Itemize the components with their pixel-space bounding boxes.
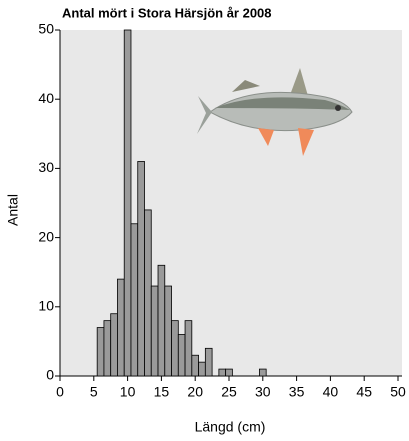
bar <box>259 369 266 376</box>
bar <box>145 210 152 376</box>
bar <box>104 321 111 376</box>
bar <box>124 30 131 376</box>
x-tick-label: 40 <box>323 384 339 400</box>
x-tick-label: 50 <box>390 384 406 400</box>
bar <box>97 328 104 376</box>
bar <box>199 362 206 376</box>
y-tick-label: 20 <box>38 228 54 244</box>
x-tick-label: 20 <box>187 384 203 400</box>
x-tick-label: 10 <box>120 384 136 400</box>
x-tick-label: 15 <box>154 384 170 400</box>
x-tick-label: 45 <box>356 384 372 400</box>
bar <box>178 334 185 376</box>
y-tick-label: 40 <box>38 90 54 106</box>
x-tick-label: 0 <box>56 384 64 400</box>
bar <box>205 348 212 376</box>
y-tick-label: 10 <box>38 298 54 314</box>
bar <box>185 321 192 376</box>
bar <box>165 286 172 376</box>
bar <box>151 286 158 376</box>
bar <box>117 279 124 376</box>
y-axis-label: Antal <box>5 194 21 226</box>
chart-title: Antal mört i Stora Härsjön år 2008 <box>62 5 272 20</box>
bar <box>172 321 179 376</box>
bar <box>131 224 138 376</box>
x-axis-label: Längd (cm) <box>195 419 266 435</box>
bar <box>219 369 226 376</box>
bar <box>192 355 199 376</box>
bar <box>111 314 118 376</box>
x-tick-label: 5 <box>90 384 98 400</box>
y-tick-label: 30 <box>38 159 54 175</box>
bar <box>158 265 165 376</box>
x-tick-label: 35 <box>289 384 305 400</box>
y-tick-label: 0 <box>46 367 54 383</box>
x-tick-label: 30 <box>255 384 271 400</box>
bar <box>138 161 145 376</box>
chart: Antal mört i Stora Härsjön år 2008 Längd… <box>0 0 409 441</box>
y-tick-label: 50 <box>38 21 54 37</box>
bar <box>226 369 233 376</box>
x-tick-label: 25 <box>221 384 237 400</box>
